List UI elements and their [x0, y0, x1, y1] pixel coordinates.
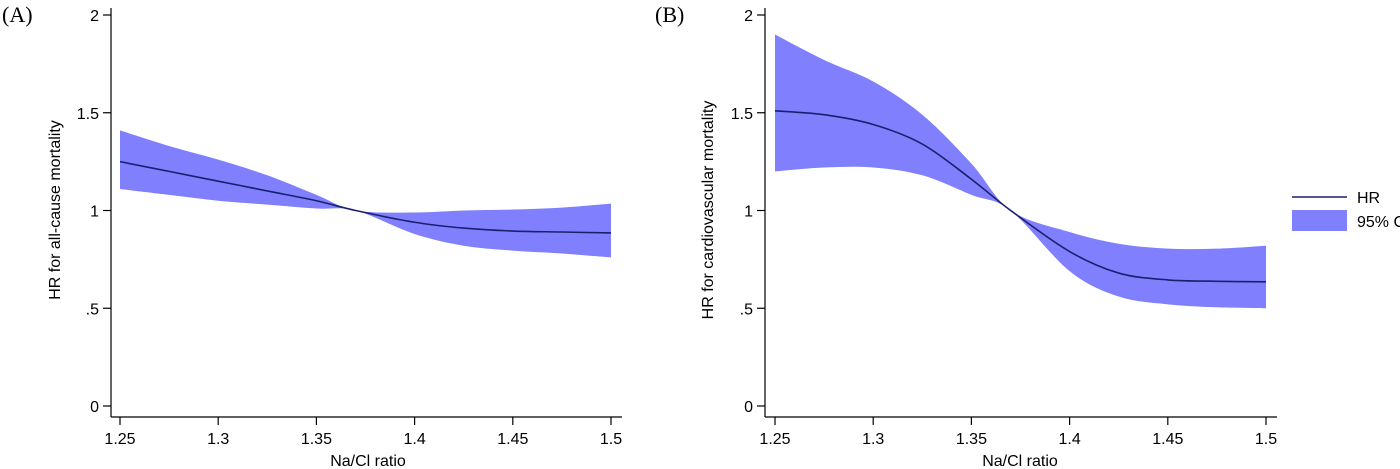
- hr-line: [119, 160, 612, 234]
- x-tick-label: 1.45: [497, 431, 528, 448]
- y-tick-label: 1: [90, 204, 99, 221]
- x-tick-label: 1.25: [759, 431, 790, 448]
- y-tick-label: .5: [740, 301, 753, 318]
- x-tick-label: 1.4: [403, 431, 425, 448]
- y-tick-label: 1: [744, 204, 753, 221]
- x-ticks: 1.25 1.3 1.35 1.4 1.45 1.5: [104, 417, 622, 448]
- ci-band-layer: [120, 130, 611, 258]
- y-tick-label: .5: [86, 301, 99, 318]
- hr-line-layer: [119, 160, 612, 234]
- x-tick-label: 1.45: [1152, 431, 1183, 448]
- x-ticks: 1.25 1.3 1.35 1.4 1.45 1.5: [759, 417, 1277, 448]
- x-tick-label: 1.25: [104, 431, 135, 448]
- x-axis-title: Na/Cl ratio: [330, 453, 406, 469]
- legend-ci-label: 95% CI: [1357, 214, 1400, 231]
- x-tick-label: 1.35: [956, 431, 987, 448]
- x-tick-label: 1.4: [1058, 431, 1080, 448]
- ci-band-layer: [775, 34, 1266, 309]
- y-tick-label: 0: [744, 399, 753, 416]
- y-tick-label: 1.5: [77, 106, 99, 123]
- panel-a: (A) 0 .5 1 1.5 2 1.25 1.3 1.35 1.4 1.45 1.5 Na/Cl…: [2, 2, 622, 469]
- ci-band: [120, 130, 611, 258]
- x-tick-label: 1.35: [301, 431, 332, 448]
- panel-label-a: (A): [2, 2, 33, 27]
- ci-band: [775, 34, 1266, 309]
- x-axis-title: Na/Cl ratio: [982, 453, 1058, 469]
- y-tick-label: 2: [744, 8, 753, 25]
- legend-hr-label: HR: [1357, 190, 1380, 207]
- y-tick-label: 2: [90, 8, 99, 25]
- y-axis-title: HR for cardiovascular mortality: [700, 101, 717, 320]
- y-axis-title: HR for all-cause mortality: [47, 120, 64, 300]
- panel-b: (B) 0 .5 1 1.5 2 1.25 1.3 1.35 1.4 1.45 1.5 Na/Cl…: [655, 2, 1277, 469]
- y-ticks: 0 .5 1 1.5 2: [77, 8, 111, 416]
- hr-line: [774, 110, 1267, 283]
- legend: HR 95% CI: [1292, 190, 1400, 231]
- x-tick-label: 1.5: [1255, 431, 1277, 448]
- x-tick-label: 1.3: [862, 431, 884, 448]
- y-tick-label: 1.5: [731, 106, 753, 123]
- x-tick-label: 1.5: [600, 431, 622, 448]
- hr-line-layer: [774, 110, 1267, 283]
- y-ticks: 0 .5 1 1.5 2: [731, 8, 765, 416]
- legend-ci-swatch: [1292, 210, 1347, 231]
- panel-label-b: (B): [655, 2, 684, 27]
- x-tick-label: 1.3: [207, 431, 229, 448]
- y-tick-label: 0: [90, 399, 99, 416]
